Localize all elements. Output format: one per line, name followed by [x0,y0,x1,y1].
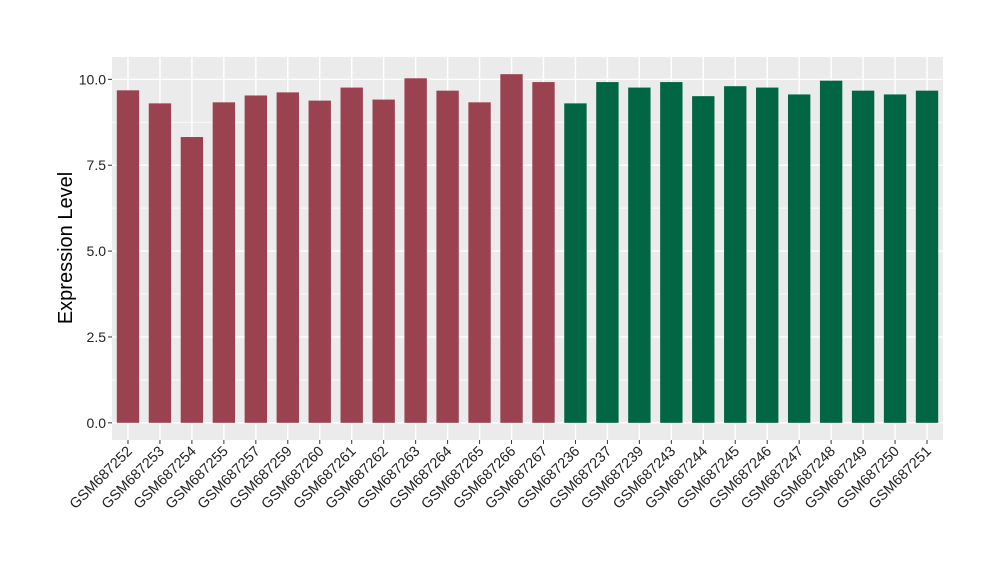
bar [756,87,779,423]
bar [819,80,843,423]
bar [212,102,236,423]
bar [660,82,683,423]
bar [532,82,555,423]
bar [372,99,395,423]
bar [692,96,715,423]
bar [180,137,204,423]
bar [148,103,172,423]
y-tick-label: 7.5 [87,157,107,173]
bar [724,86,747,423]
bar [244,95,268,423]
bar [628,87,651,423]
bar [596,82,619,423]
bar [915,90,939,423]
bar [308,100,331,423]
bar [851,90,875,423]
bar [340,87,363,423]
y-axis-title: Expression Level [55,172,77,324]
y-tick-label: 2.5 [87,329,107,345]
bar [787,94,811,423]
bar [436,90,459,423]
x-axis: GSM687252GSM687253GSM687254GSM687255GSM6… [67,440,935,512]
bar [116,90,140,423]
bar-layer [116,74,939,423]
bar [883,94,907,423]
bar [404,78,427,423]
bar [276,92,299,423]
y-tick-label: 10.0 [79,71,106,87]
y-axis: 0.0 2.5 5.0 7.5 10.0 [79,71,112,431]
bar [564,103,587,423]
y-tick-label: 0.0 [87,415,107,431]
bar [468,102,491,423]
bar [500,74,523,423]
y-tick-label: 5.0 [87,243,107,259]
plot-panel [112,57,943,440]
